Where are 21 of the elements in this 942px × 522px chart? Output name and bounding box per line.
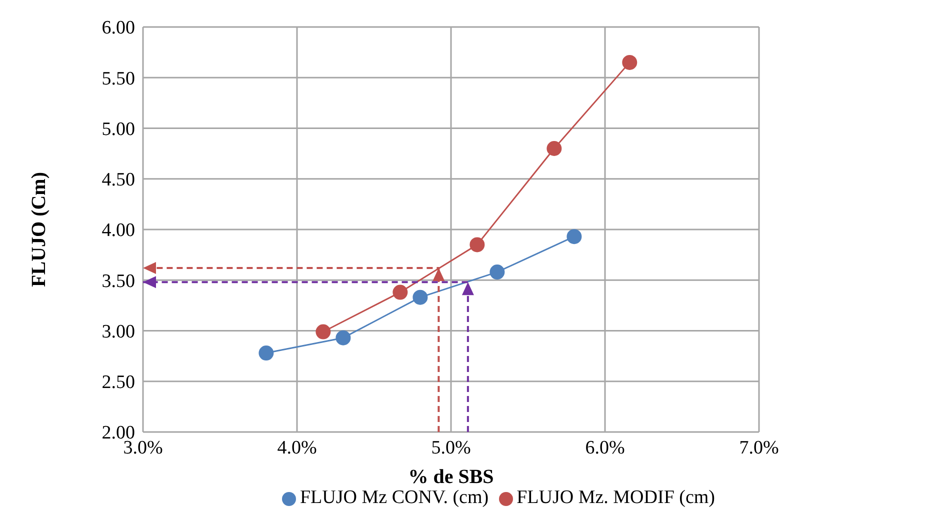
x-tick-label: 4.0% xyxy=(277,437,317,458)
y-tick-label: 6.00 xyxy=(102,18,135,39)
legend-label: FLUJO Mz CONV. (cm) xyxy=(300,487,489,508)
y-tick-label: 5.00 xyxy=(102,118,135,140)
y-tick-label: 4.50 xyxy=(102,170,135,191)
y-tick-label: 3.50 xyxy=(102,270,135,292)
y-tick-label: 3.00 xyxy=(102,321,135,342)
y-tick-label: 5.50 xyxy=(102,68,135,90)
y-tick-label: 4.00 xyxy=(102,220,135,242)
x-tick-label: 7.0% xyxy=(739,437,779,458)
x-axis-title: % de SBS xyxy=(408,466,494,488)
y-axis-title: FLUJO (Cm) xyxy=(28,172,50,287)
point xyxy=(566,229,582,244)
x-tick-label: 6.0% xyxy=(585,437,625,458)
legend-label: FLUJO Mz. MODIF (cm) xyxy=(516,487,716,508)
x-tick-label: 5.0% xyxy=(431,437,471,458)
point xyxy=(490,264,505,280)
point xyxy=(546,141,562,156)
y-tick-label: 2.50 xyxy=(102,372,135,394)
point xyxy=(622,54,638,70)
point xyxy=(470,237,485,252)
